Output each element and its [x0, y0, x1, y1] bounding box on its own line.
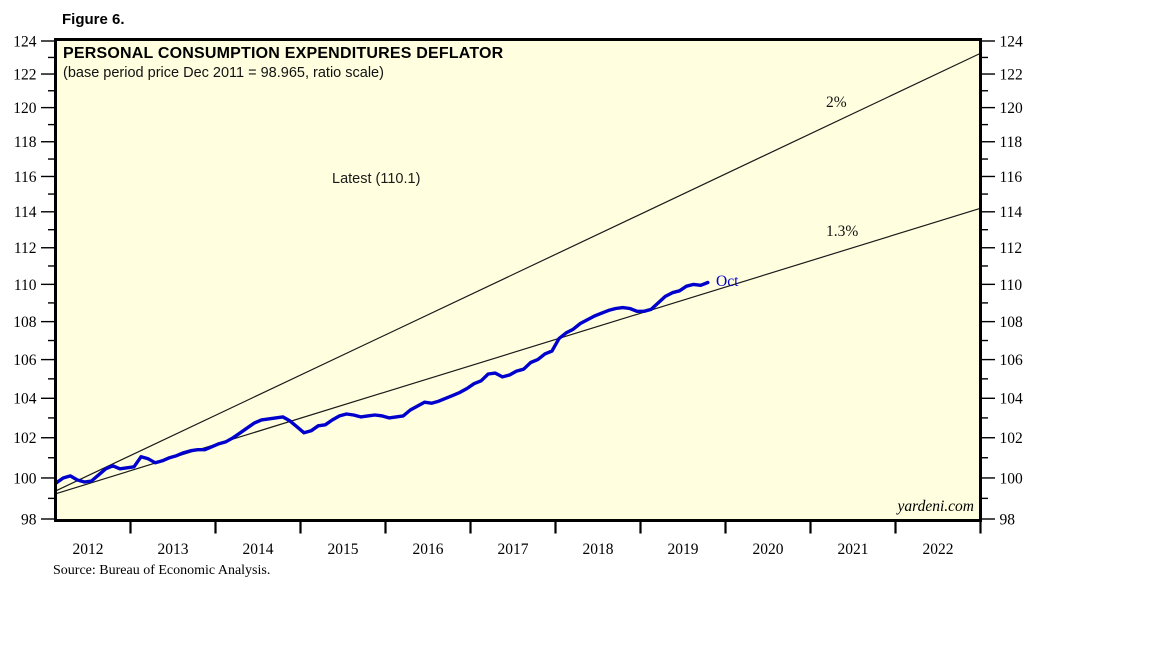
y-axis-label-left: 120 [13, 100, 37, 117]
y-axis-label-left: 102 [13, 430, 36, 447]
y-axis-label-left: 98 [21, 511, 37, 528]
y-axis-label-left: 118 [14, 134, 37, 151]
y-axis-label-right: 106 [1000, 352, 1024, 369]
x-axis-label: 2012 [73, 541, 104, 558]
y-axis-label-right: 100 [1000, 470, 1024, 487]
figure-label: Figure 6. [62, 11, 125, 28]
y-axis-label-right: 120 [1000, 100, 1024, 117]
y-axis-label-right: 104 [1000, 391, 1024, 408]
y-axis-label-left: 104 [13, 391, 37, 408]
watermark-yardeni: yardeni.com [897, 498, 974, 515]
x-axis-label: 2016 [413, 541, 444, 558]
chart-subtitle: (base period price Dec 2011 = 98.965, ra… [63, 65, 384, 81]
y-axis-label-right: 122 [1000, 66, 1023, 83]
trend-1-3pct-label: 1.3% [826, 223, 859, 240]
pce-deflator-series-line [57, 280, 710, 485]
x-axis-label: 2020 [753, 541, 784, 558]
y-axis-label-right: 110 [1000, 277, 1023, 294]
x-axis-label: 2015 [328, 541, 359, 558]
chart-title: PERSONAL CONSUMPTION EXPENDITURES DEFLAT… [63, 45, 504, 62]
y-axis-label-right: 102 [1000, 430, 1023, 447]
plot-lines [57, 53, 979, 494]
last-point-label: Oct [716, 273, 739, 290]
y-axis-label-right: 114 [1000, 204, 1023, 221]
y-axis-label-left: 112 [14, 240, 37, 257]
trend-2pct-label: 2% [826, 94, 847, 111]
y-axis-label-right: 108 [1000, 314, 1024, 331]
latest-value-label: Latest (110.1) [332, 171, 421, 187]
x-axis-label: 2017 [498, 541, 529, 558]
y-axis-label-left: 122 [13, 66, 36, 83]
y-axis-label-left: 124 [13, 33, 37, 50]
x-axis-label: 2014 [243, 541, 274, 558]
plot-area [54, 38, 982, 522]
y-axis-label-right: 112 [1000, 240, 1023, 257]
y-axis-label-right: 98 [1000, 511, 1016, 528]
trend-line-2- [57, 53, 979, 491]
y-axis-label-right: 124 [1000, 33, 1024, 50]
y-axis-label-left: 110 [14, 277, 37, 294]
y-axis-label-left: 108 [13, 314, 37, 331]
x-axis-label: 2022 [923, 541, 954, 558]
y-axis-label-left: 106 [13, 352, 37, 369]
y-axis-label-right: 118 [1000, 134, 1023, 151]
y-axis-label-right: 116 [1000, 169, 1023, 186]
source-note: Source: Bureau of Economic Analysis. [53, 563, 271, 578]
y-axis-label-left: 116 [14, 169, 37, 186]
x-axis-label: 2021 [838, 541, 869, 558]
y-axis-label-left: 100 [13, 470, 37, 487]
x-axis-label: 2018 [583, 541, 614, 558]
x-axis-label: 2019 [668, 541, 699, 558]
y-axis-label-left: 114 [14, 204, 37, 221]
x-axis-label: 2013 [158, 541, 189, 558]
